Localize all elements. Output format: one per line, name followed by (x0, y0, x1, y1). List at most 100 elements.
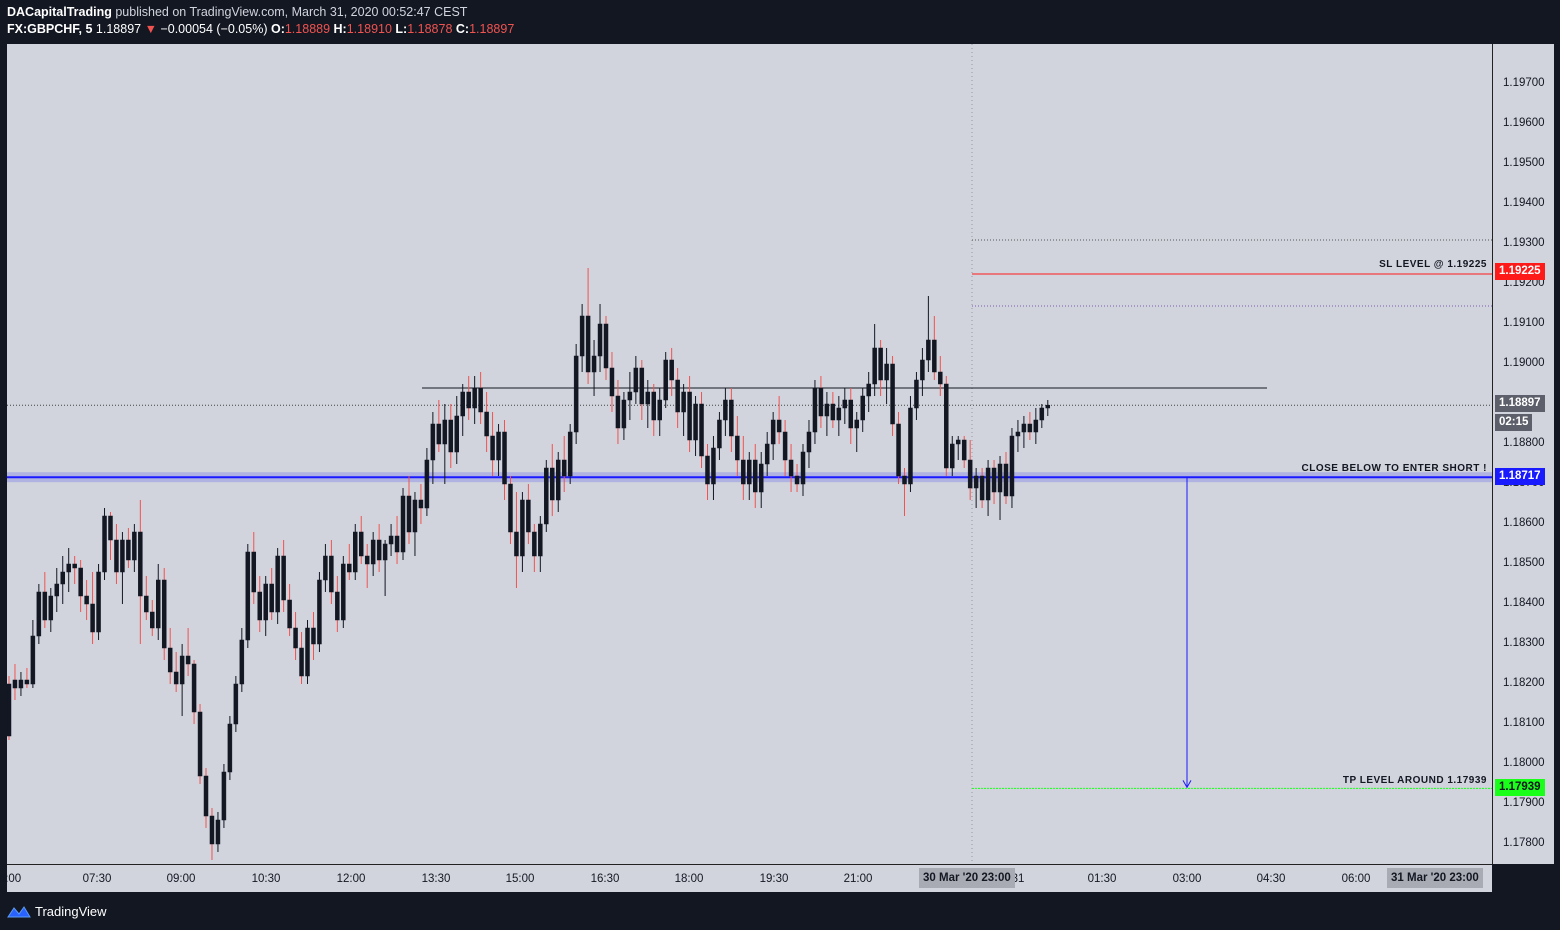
price-tick: 1.17900 (1503, 797, 1545, 809)
candle-body (961, 439, 967, 461)
candle-body (651, 391, 657, 421)
candle-body (1039, 407, 1045, 421)
candle-body (484, 411, 489, 437)
candle-body (914, 379, 919, 409)
candle-body (293, 627, 298, 649)
candle-body (764, 443, 770, 465)
candle-body (287, 599, 292, 629)
candle-body (1027, 423, 1033, 433)
candle-body (48, 595, 54, 621)
time-tick: 13:30 (421, 873, 451, 885)
open-label: O: (270, 22, 285, 36)
candle-body (944, 383, 949, 469)
candle-body (263, 583, 268, 621)
candle-body (12, 679, 18, 689)
time-axis[interactable]: 6:00 07:30 09:00 10:30 12:00 13:30 15:00 16:30 1… (0, 864, 1492, 892)
time-tick: 16:30 (590, 873, 620, 885)
candle-body (669, 359, 674, 381)
candle-body (191, 663, 197, 713)
candle-body (460, 391, 465, 417)
target-arrow-head (1182, 780, 1192, 789)
candle-body (741, 459, 746, 485)
candle-body (42, 591, 48, 621)
candle-body (693, 403, 698, 441)
candle-body (335, 591, 340, 621)
chart-pane[interactable]: SL LEVEL @ 1.19225 CLOSE BELOW TO ENTER … (7, 44, 1492, 864)
candle-body (1045, 404, 1051, 409)
candle-body (782, 431, 788, 461)
candle-body (418, 499, 424, 509)
candle-body (120, 539, 125, 573)
candle-body (138, 531, 143, 597)
candle-body (621, 399, 627, 429)
candle-body (591, 355, 597, 373)
candle-body (454, 415, 459, 453)
candle-body (430, 423, 436, 461)
entry-annotation[interactable]: CLOSE BELOW TO ENTER SHORT ! (1301, 463, 1487, 474)
candle-body (735, 435, 740, 461)
tradingview-brand[interactable]: TradingView (7, 904, 107, 919)
candle-body (699, 403, 704, 457)
price-axis[interactable]: 1.19700 1.19600 1.19500 1.19400 1.19300 1.192… (1492, 44, 1554, 864)
candle-body (233, 683, 239, 725)
candle-body (938, 371, 943, 385)
candle-body (920, 359, 925, 381)
candle-body (705, 455, 710, 485)
publisher-name[interactable]: DACapitalTrading (7, 5, 112, 19)
candle-body (227, 723, 233, 773)
candle-body (908, 407, 913, 485)
candle-body (609, 367, 615, 397)
candle-body (973, 475, 979, 489)
candle-body (657, 399, 662, 421)
candle-body (532, 531, 537, 557)
candle-body (955, 439, 961, 445)
candle-body (96, 571, 101, 633)
candle-body (239, 639, 245, 685)
candle-body (144, 595, 149, 613)
price-change: −0.00054 (−0.05%) (160, 22, 268, 36)
candle-body (884, 363, 889, 381)
candle-body (932, 339, 937, 373)
candle-body (436, 423, 442, 445)
candle-body (60, 571, 65, 585)
high-label: H: (333, 22, 347, 36)
tp-annotation[interactable]: TP LEVEL AROUND 1.17939 (1342, 775, 1487, 786)
candle-body (353, 531, 358, 573)
price-tick: 1.18400 (1503, 597, 1545, 609)
time-tick: 19:30 (759, 873, 789, 885)
candle-body (496, 431, 501, 461)
candle-body (663, 359, 668, 401)
candle-body (156, 579, 161, 629)
candle-body (90, 603, 95, 633)
candle-body (818, 387, 824, 417)
candle-body (424, 459, 430, 509)
time-tick: 31 (1011, 873, 1025, 885)
price-tick: 1.19000 (1503, 357, 1545, 369)
price-tick: 1.19700 (1503, 77, 1545, 89)
brand-name: TradingView (35, 904, 107, 919)
candle-body (842, 399, 848, 409)
countdown-tag: 02:15 (1495, 414, 1533, 431)
open-value: 1.18889 (284, 22, 331, 36)
price-tick: 1.18000 (1503, 757, 1545, 769)
candle-body (633, 367, 639, 393)
symbol-name[interactable]: FX:GBPCHF, 5 (7, 22, 93, 36)
candle-body (848, 399, 854, 429)
price-tick: 1.18600 (1503, 517, 1545, 529)
candle-body (490, 435, 495, 461)
candlestick-chart[interactable] (7, 44, 1492, 864)
candle-body (603, 323, 609, 369)
current-price-tag: 1.18897 (1495, 395, 1545, 412)
candle-body (788, 459, 794, 477)
candle-body (1003, 463, 1009, 497)
candle-body (520, 499, 525, 557)
price-tick: 1.18500 (1503, 557, 1545, 569)
candle-body (36, 591, 42, 637)
candle-body (442, 419, 448, 445)
candle-body (1021, 423, 1027, 433)
candle-body (926, 339, 931, 361)
candle-body (400, 495, 406, 553)
candle-body (812, 387, 818, 433)
sl-annotation[interactable]: SL LEVEL @ 1.19225 (1379, 259, 1487, 270)
candle-body (896, 423, 901, 477)
